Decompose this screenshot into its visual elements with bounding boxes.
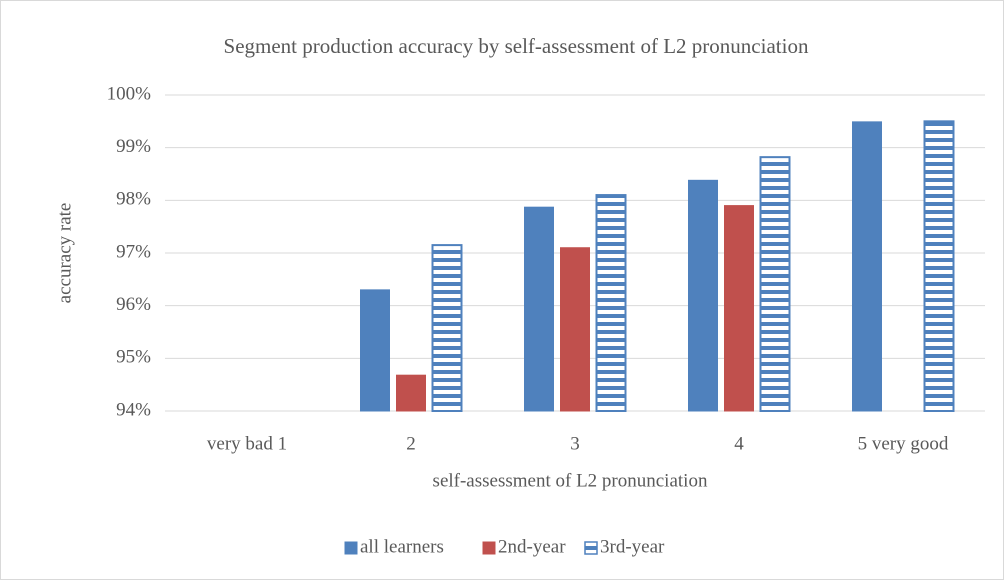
legend-swatch [482, 541, 496, 555]
y-tick-label: 97% [116, 241, 151, 262]
x-tick-label: 3 [570, 433, 580, 454]
bar [396, 374, 426, 412]
bar [724, 205, 754, 412]
legend-label: 2nd-year [498, 536, 566, 557]
y-tick-label: 95% [116, 347, 151, 368]
legend-label: 3rd-year [600, 536, 665, 557]
x-tick-label: 4 [734, 433, 744, 454]
bar [360, 289, 390, 412]
y-axis-label: accuracy rate [54, 203, 75, 304]
x-tick-label: very bad 1 [207, 433, 287, 454]
y-tick-label: 100% [107, 83, 152, 104]
bar [595, 194, 627, 412]
bar [688, 179, 718, 412]
chart-title: Segment production accuracy by self-asse… [224, 34, 809, 58]
legend-label: all learners [360, 536, 444, 557]
bar [431, 244, 463, 412]
bar [852, 121, 882, 412]
bar [923, 120, 955, 412]
legend-swatch [584, 541, 598, 555]
y-tick-label: 99% [116, 136, 151, 157]
bar [759, 156, 791, 412]
y-tick-label: 94% [116, 399, 151, 420]
x-tick-label: 2 [406, 433, 416, 454]
bar [560, 247, 590, 412]
bar [524, 206, 554, 412]
y-tick-label: 98% [116, 189, 151, 210]
x-tick-label: 5 very good [858, 433, 949, 454]
y-tick-label: 96% [116, 294, 151, 315]
legend-swatch [344, 541, 358, 555]
x-axis-label: self-assessment of L2 pronunciation [433, 470, 708, 491]
